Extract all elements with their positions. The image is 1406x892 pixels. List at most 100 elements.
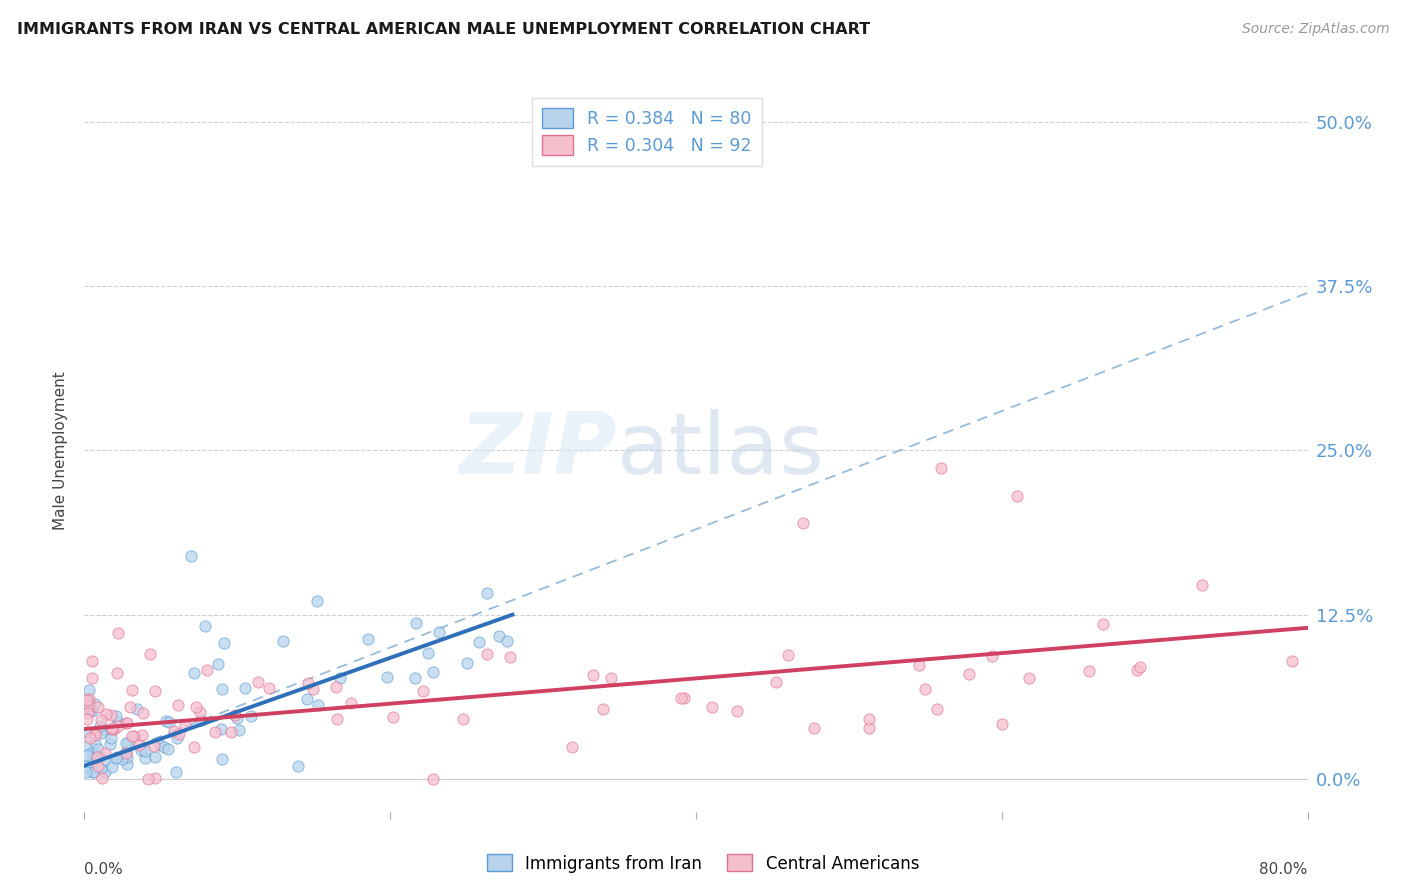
Point <box>165 765 187 780</box>
Point <box>94 764 117 779</box>
Point <box>91 771 114 785</box>
Point <box>246 675 269 690</box>
Point <box>183 665 205 680</box>
Point <box>82 765 104 780</box>
Point <box>94 723 117 737</box>
Point <box>1077 664 1099 678</box>
Point <box>89 748 111 763</box>
Point <box>456 657 478 671</box>
Point <box>76 739 98 753</box>
Point <box>105 750 128 764</box>
Point <box>127 702 149 716</box>
Point <box>80 671 103 685</box>
Point <box>167 727 190 741</box>
Point <box>131 728 153 742</box>
Point <box>925 702 948 716</box>
Point <box>77 698 100 712</box>
Point <box>166 731 188 745</box>
Point <box>1005 490 1028 504</box>
Point <box>600 671 623 685</box>
Point <box>76 712 98 726</box>
Point <box>134 751 156 765</box>
Point <box>115 716 138 731</box>
Point <box>105 665 128 680</box>
Y-axis label: Male Unemployment: Male Unemployment <box>53 371 69 530</box>
Point <box>297 676 319 690</box>
Point <box>128 739 150 753</box>
Point <box>100 708 122 723</box>
Point <box>228 723 250 737</box>
Point <box>84 697 107 711</box>
Point <box>87 700 110 714</box>
Point <box>79 691 101 706</box>
Point <box>405 616 427 631</box>
Point <box>702 700 724 714</box>
Point <box>107 626 129 640</box>
Point <box>1018 671 1040 685</box>
Point <box>671 690 693 705</box>
Point <box>114 736 136 750</box>
Point <box>475 647 498 661</box>
Point <box>582 668 605 682</box>
Point <box>107 749 129 764</box>
Point <box>776 648 799 662</box>
Point <box>143 771 166 785</box>
Point <box>90 726 112 740</box>
Point <box>159 715 181 730</box>
Point <box>404 671 426 685</box>
Point <box>129 742 152 756</box>
Point <box>77 706 100 720</box>
Point <box>211 752 233 766</box>
Point <box>204 725 226 739</box>
Point <box>118 699 141 714</box>
Point <box>451 712 474 726</box>
Point <box>117 736 139 750</box>
Point <box>858 713 880 727</box>
Point <box>83 748 105 763</box>
Point <box>326 712 349 726</box>
Point <box>134 744 156 758</box>
Point <box>100 721 122 735</box>
Point <box>86 749 108 764</box>
Point <box>381 709 404 723</box>
Point <box>257 681 280 696</box>
Text: 80.0%: 80.0% <box>1260 862 1308 877</box>
Point <box>295 692 318 706</box>
Point <box>80 746 103 760</box>
Point <box>957 667 980 681</box>
Point <box>167 698 190 712</box>
Legend: Immigrants from Iran, Central Americans: Immigrants from Iran, Central Americans <box>481 847 925 880</box>
Point <box>157 742 180 756</box>
Point <box>82 704 104 718</box>
Point <box>76 724 98 739</box>
Legend: R = 0.384   N = 80, R = 0.304   N = 92: R = 0.384 N = 80, R = 0.304 N = 92 <box>531 98 762 166</box>
Point <box>76 693 98 707</box>
Point <box>209 723 232 737</box>
Point <box>1281 654 1303 668</box>
Point <box>991 717 1014 731</box>
Point <box>180 549 202 563</box>
Point <box>101 722 124 736</box>
Point <box>183 739 205 754</box>
Point <box>475 586 498 600</box>
Point <box>219 725 242 739</box>
Point <box>107 719 129 733</box>
Point <box>212 636 235 650</box>
Text: IMMIGRANTS FROM IRAN VS CENTRAL AMERICAN MALE UNEMPLOYMENT CORRELATION CHART: IMMIGRANTS FROM IRAN VS CENTRAL AMERICAN… <box>17 22 870 37</box>
Point <box>226 711 249 725</box>
Point <box>422 772 444 786</box>
Point <box>173 718 195 732</box>
Point <box>90 761 112 775</box>
Point <box>115 746 138 760</box>
Point <box>163 724 186 739</box>
Point <box>143 749 166 764</box>
Point <box>307 698 329 712</box>
Point <box>190 713 212 727</box>
Point <box>1126 663 1149 677</box>
Point <box>339 696 361 710</box>
Point <box>233 681 256 695</box>
Point <box>725 704 748 718</box>
Point <box>82 752 104 766</box>
Point <box>224 707 246 722</box>
Point <box>111 752 134 766</box>
